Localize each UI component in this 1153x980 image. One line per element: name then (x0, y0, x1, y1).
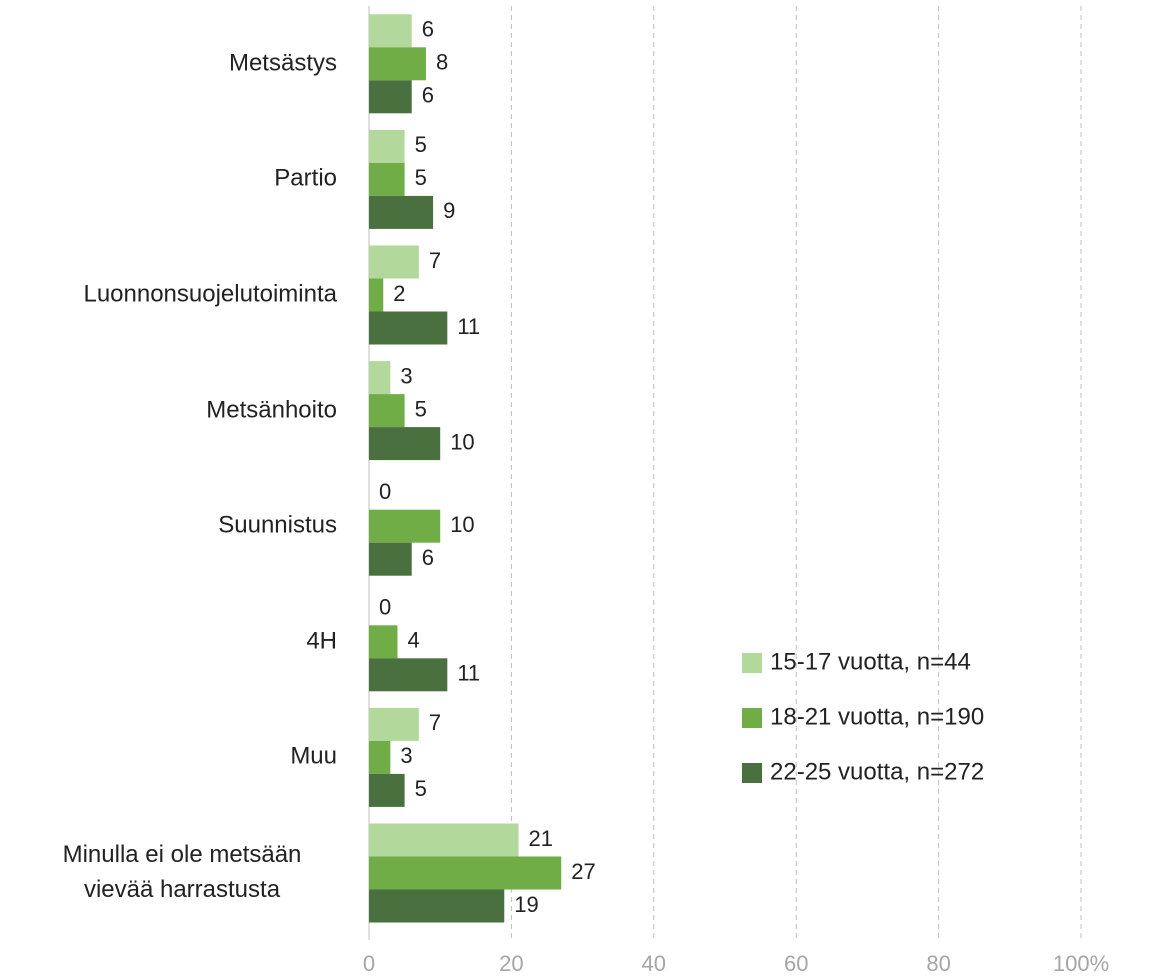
bar (369, 856, 562, 890)
data-label: 0 (379, 595, 391, 620)
bar (369, 245, 419, 279)
x-tick-label: 40 (642, 951, 666, 976)
category-label: Metsästys (0, 46, 337, 81)
data-label: 5 (415, 776, 427, 801)
data-label: 6 (422, 83, 434, 108)
bar (369, 14, 412, 48)
category-label: Partio (0, 162, 337, 197)
x-tick-label: 100% (1053, 951, 1109, 976)
x-tick-label: 80 (926, 951, 950, 976)
category-text: Luonnonsuojelutoiminta (83, 280, 337, 308)
legend-swatch (742, 708, 762, 728)
bar (369, 658, 448, 692)
data-label: 10 (450, 429, 474, 454)
data-label: 11 (457, 661, 480, 686)
bar (369, 129, 405, 163)
data-label: 2 (393, 281, 405, 306)
x-tick-label: 20 (499, 951, 523, 976)
category-label: Luonnonsuojelutoiminta (0, 278, 337, 313)
data-label: 7 (429, 248, 441, 273)
data-label: 21 (529, 826, 553, 851)
category-text: 4H (306, 627, 337, 655)
category-text: Metsänhoito (206, 396, 337, 424)
data-label: 9 (443, 198, 455, 223)
category-text: Minulla ei ole metsään vievää harrastust… (62, 841, 302, 903)
bar (369, 740, 391, 774)
bar (369, 361, 391, 395)
bar (369, 195, 434, 229)
data-label: 6 (422, 545, 434, 570)
bar (369, 311, 448, 345)
data-label: 5 (415, 165, 427, 190)
category-label: 4H (0, 624, 337, 659)
bar (369, 162, 405, 196)
bar (369, 278, 384, 312)
bar (369, 707, 419, 741)
data-label: 8 (436, 50, 448, 75)
data-label: 3 (400, 743, 412, 768)
bar (369, 509, 441, 543)
data-label: 5 (415, 132, 427, 157)
data-label: 11 (457, 314, 480, 339)
category-label: Muu (0, 740, 337, 775)
legend-swatch (742, 653, 762, 673)
data-label: 27 (571, 859, 595, 884)
category-label: Metsänhoito (0, 393, 337, 428)
bar (369, 542, 412, 576)
legend-label: 15-17 vuotta, n=44 (770, 648, 971, 675)
data-label: 4 (407, 628, 419, 653)
bar (369, 823, 519, 857)
category-label: Minulla ei ole metsään vievää harrastust… (0, 838, 337, 908)
legend-label: 22-25 vuotta, n=272 (770, 758, 984, 785)
bar (369, 427, 441, 461)
bar (369, 47, 426, 81)
bar (369, 394, 405, 428)
category-text: Metsästys (228, 49, 337, 77)
bar (369, 625, 398, 659)
data-label: 5 (415, 396, 427, 421)
data-label: 6 (422, 17, 434, 42)
legend-swatch (742, 763, 762, 783)
bar (369, 889, 505, 923)
data-label: 3 (400, 363, 412, 388)
data-label: 0 (379, 479, 391, 504)
data-label: 7 (429, 710, 441, 735)
legend-label: 18-21 vuotta, n=190 (770, 703, 984, 730)
x-tick-label: 0 (363, 951, 375, 976)
category-text: Suunnistus (218, 511, 337, 539)
category-text: Partio (274, 164, 337, 192)
category-label: Suunnistus (0, 509, 337, 544)
data-label: 19 (514, 892, 538, 917)
bar (369, 773, 405, 807)
data-label: 10 (450, 512, 474, 537)
x-tick-label: 60 (784, 951, 808, 976)
category-text: Muu (290, 742, 337, 770)
bar (369, 80, 412, 114)
